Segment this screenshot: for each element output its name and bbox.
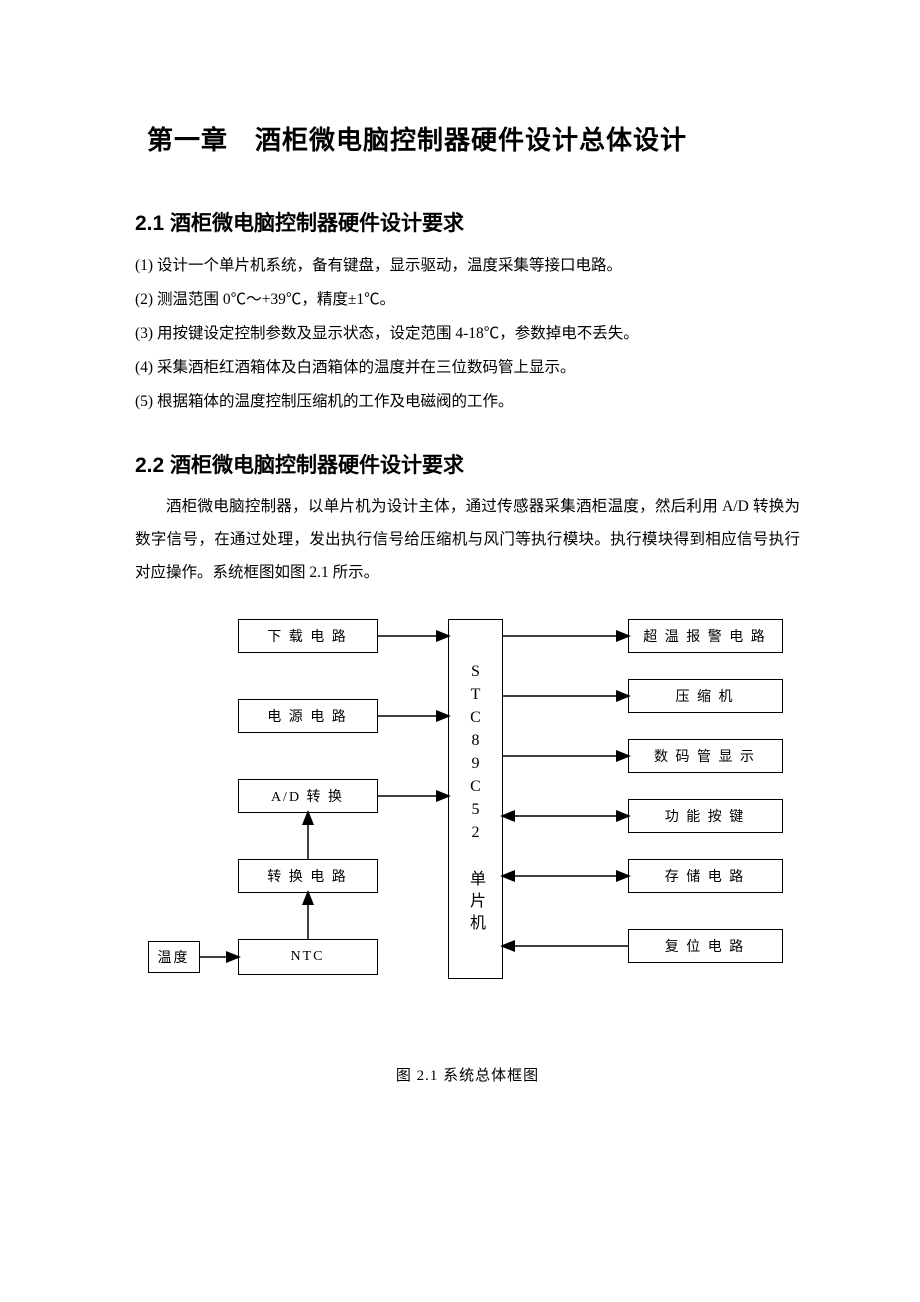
diagram-box-power: 电 源 电 路 xyxy=(238,699,378,733)
requirement-item: (1) 设计一个单片机系统，备有键盘，显示驱动，温度采集等接口电路。 xyxy=(135,249,800,283)
figure-caption: 图 2.1 系统总体框图 xyxy=(135,1064,800,1085)
diagram-box-temp: 温度 xyxy=(148,941,200,973)
diagram-box-comp: 压 缩 机 xyxy=(628,679,783,713)
section-2-1-title: 2.1 酒柜微电脑控制器硬件设计要求 xyxy=(135,207,800,237)
diagram-box-reset: 复 位 电 路 xyxy=(628,929,783,963)
document-page: 第一章 酒柜微电脑控制器硬件设计总体设计 2.1 酒柜微电脑控制器硬件设计要求 … xyxy=(0,0,920,1165)
requirement-item: (4) 采集酒柜红酒箱体及白酒箱体的温度并在三位数码管上显示。 xyxy=(135,351,800,385)
requirement-item: (5) 根据箱体的温度控制压缩机的工作及电磁阀的工作。 xyxy=(135,385,800,419)
diagram-mcu-box: STC89C52 单片机 xyxy=(448,619,503,979)
diagram-box-download: 下 载 电 路 xyxy=(238,619,378,653)
chapter-title: 第一章 酒柜微电脑控制器硬件设计总体设计 xyxy=(147,120,800,157)
section-2-2-title: 2.2 酒柜微电脑控制器硬件设计要求 xyxy=(135,449,800,479)
diagram-box-display: 数 码 管 显 示 xyxy=(628,739,783,773)
requirement-item: (3) 用按键设定控制参数及显示状态，设定范围 4-18℃，参数掉电不丢失。 xyxy=(135,317,800,351)
diagram-box-ad: A/D 转 换 xyxy=(238,779,378,813)
requirement-item: (2) 测温范围 0℃～+39℃，精度±1℃。 xyxy=(135,283,800,317)
diagram-box-keys: 功 能 按 键 xyxy=(628,799,783,833)
section-2-2-paragraph: 酒柜微电脑控制器，以单片机为设计主体，通过传感器采集酒柜温度，然后利用 A/D … xyxy=(135,491,800,589)
diagram-box-storage: 存 储 电 路 xyxy=(628,859,783,893)
diagram-box-convert: 转 换 电 路 xyxy=(238,859,378,893)
diagram-box-ntc: NTC xyxy=(238,939,378,975)
system-block-diagram: 下 载 电 路电 源 电 路 A/D 转 换转 换 电 路 NTC 温度 STC89C5… xyxy=(148,619,788,1049)
diagram-box-alarm: 超 温 报 警 电 路 xyxy=(628,619,783,653)
